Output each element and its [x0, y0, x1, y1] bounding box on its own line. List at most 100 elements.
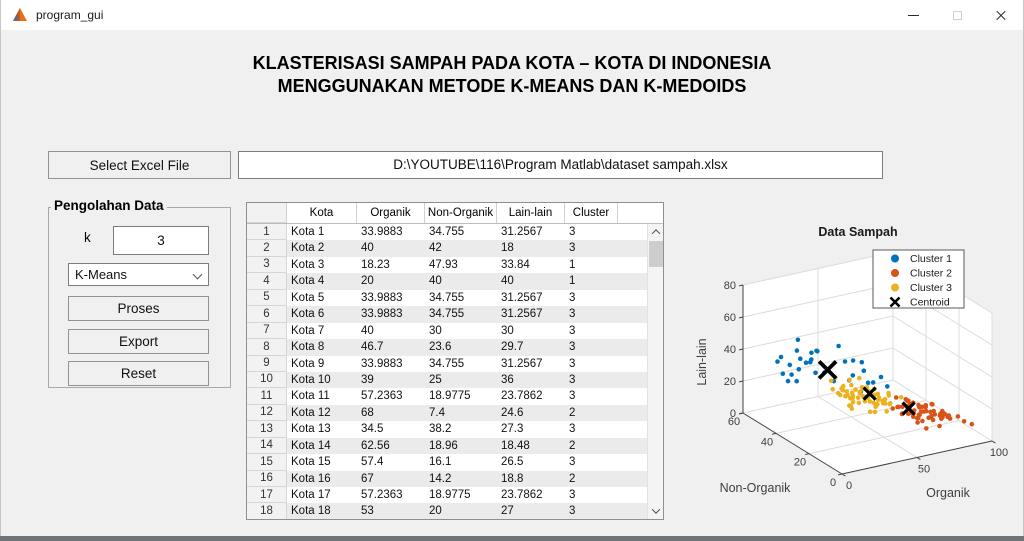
table-cell[interactable]: 16.1: [429, 456, 452, 469]
table-cell[interactable]: 3: [569, 456, 576, 469]
table-cell[interactable]: 2: [565, 437, 618, 455]
table-cell[interactable]: 30: [501, 324, 514, 337]
table-cell[interactable]: 18.48: [497, 437, 565, 455]
table-cell[interactable]: 18.23: [361, 258, 390, 271]
minimize-button[interactable]: [891, 0, 935, 30]
table-cell[interactable]: Kota 13: [291, 423, 331, 436]
close-button[interactable]: [979, 0, 1023, 30]
table-cell[interactable]: 3: [565, 503, 618, 519]
table-row[interactable]: 13 Kota 13 34.5 38.2 27.3 3: [247, 421, 663, 438]
table-cell[interactable]: 34.755: [425, 306, 497, 323]
table-cell[interactable]: 33.9883: [361, 226, 403, 238]
table-row[interactable]: 9 Kota 9 33.9883 34.755 31.2567 3: [247, 355, 663, 372]
table-cell[interactable]: 18.9775: [429, 489, 471, 501]
table-cell[interactable]: Kota 11: [291, 390, 330, 403]
column-header[interactable]: Kota: [287, 203, 357, 223]
table-cell[interactable]: 31.2567: [501, 226, 543, 238]
table-cell[interactable]: 57.2363: [361, 390, 403, 403]
table-row[interactable]: 8 Kota 8 46.7 23.6 29.7 3: [247, 339, 663, 356]
table-row[interactable]: 14 Kota 14 62.56 18.96 18.48 2: [247, 437, 663, 455]
table-cell[interactable]: 40: [497, 273, 565, 290]
table-cell[interactable]: Kota 3: [291, 258, 325, 271]
proses-button[interactable]: Proses: [68, 296, 209, 321]
table-cell[interactable]: Kota 9: [291, 357, 325, 370]
table-cell[interactable]: Kota 12: [287, 404, 357, 422]
table-cell[interactable]: Kota 2: [287, 240, 357, 257]
table-cell[interactable]: 1: [565, 273, 618, 290]
table-cell[interactable]: 18.9775: [429, 390, 471, 403]
table-cell[interactable]: 26.5: [501, 456, 524, 469]
reset-button[interactable]: Reset: [68, 361, 209, 386]
table-cell[interactable]: 34.755: [429, 357, 465, 370]
table-cell[interactable]: Kota 10: [287, 371, 357, 389]
table-row[interactable]: 18 Kota 18 53 20 27 3: [247, 503, 663, 519]
table-row[interactable]: 7 Kota 7 40 30 30 3: [247, 322, 663, 340]
table-cell[interactable]: 40: [357, 240, 425, 257]
table-scrollbar[interactable]: [647, 224, 663, 519]
table-cell[interactable]: 3: [569, 390, 576, 403]
select-excel-file-button[interactable]: Select Excel File: [48, 151, 231, 179]
table-cell[interactable]: Kota 8: [287, 339, 357, 356]
table-cell[interactable]: 18.96: [425, 437, 497, 455]
export-button[interactable]: Export: [68, 329, 209, 354]
table-cell[interactable]: 18: [497, 240, 565, 257]
k-input[interactable]: [113, 226, 209, 255]
table-cell[interactable]: 57.2363: [361, 489, 403, 501]
table-row[interactable]: 4 Kota 4 20 40 40 1: [247, 273, 663, 290]
table-cell[interactable]: 3: [565, 371, 618, 389]
table-cell[interactable]: 14.2: [425, 470, 497, 487]
scrollbar-thumb[interactable]: [649, 241, 663, 267]
table-cell[interactable]: 40: [361, 324, 374, 337]
table-cell[interactable]: 31.2567: [497, 306, 565, 323]
table-cell[interactable]: 23.7862: [501, 489, 543, 501]
table-cell[interactable]: Kota 18: [287, 503, 357, 519]
table-cell[interactable]: 3: [569, 489, 576, 501]
table-row[interactable]: 16 Kota 16 67 14.2 18.8 2: [247, 470, 663, 487]
scroll-down-icon[interactable]: [648, 503, 664, 519]
table-cell[interactable]: 31.2567: [501, 291, 543, 304]
column-header[interactable]: Cluster: [565, 203, 618, 223]
table-row[interactable]: 6 Kota 6 33.9883 34.755 31.2567 3: [247, 306, 663, 323]
table-row[interactable]: 1 Kota 1 33.9883 34.755 31.2567 3: [247, 224, 663, 241]
method-dropdown[interactable]: K-Means: [68, 263, 209, 286]
table-cell[interactable]: 57.4: [361, 456, 384, 469]
table-cell[interactable]: 33.84: [501, 258, 530, 271]
table-cell[interactable]: 1: [569, 258, 576, 271]
table-row[interactable]: 11 Kota 11 57.2363 18.9775 23.7862 3: [247, 388, 663, 405]
table-cell[interactable]: 38.2: [429, 423, 452, 436]
table-cell[interactable]: 23.7862: [501, 390, 543, 403]
table-cell[interactable]: 34.755: [429, 226, 465, 238]
table-row[interactable]: 15 Kota 15 57.4 16.1 26.5 3: [247, 454, 663, 471]
table-cell[interactable]: Kota 17: [291, 489, 331, 501]
table-cell[interactable]: 47.93: [429, 258, 458, 271]
table-cell[interactable]: 34.755: [429, 291, 465, 304]
column-header[interactable]: Organik: [357, 203, 425, 223]
table-cell[interactable]: Kota 14: [287, 437, 357, 455]
table-cell[interactable]: 62.56: [357, 437, 425, 455]
table-cell[interactable]: Kota 7: [291, 324, 325, 337]
table-cell[interactable]: 3: [569, 291, 576, 304]
table-cell[interactable]: 7.4: [425, 404, 497, 422]
table-cell[interactable]: 46.7: [357, 339, 425, 356]
table-cell[interactable]: 34.5: [361, 423, 384, 436]
table-cell[interactable]: 3: [569, 226, 576, 238]
column-header[interactable]: Non-Organik: [425, 203, 497, 223]
table-cell[interactable]: Kota 5: [291, 291, 325, 304]
table-cell[interactable]: Kota 16: [287, 470, 357, 487]
table-cell[interactable]: 25: [425, 371, 497, 389]
table-cell[interactable]: 30: [429, 324, 442, 337]
table-row[interactable]: 5 Kota 5 33.9883 34.755 31.2567 3: [247, 289, 663, 307]
table-cell[interactable]: Kota 1: [291, 226, 325, 238]
table-cell[interactable]: 33.9883: [357, 306, 425, 323]
table-cell[interactable]: 42: [425, 240, 497, 257]
table-cell[interactable]: Kota 6: [287, 306, 357, 323]
table-cell[interactable]: 27.3: [501, 423, 524, 436]
table-cell[interactable]: 18.8: [497, 470, 565, 487]
table-row[interactable]: 12 Kota 12 68 7.4 24.6 2: [247, 404, 663, 422]
table-row[interactable]: 2 Kota 2 40 42 18 3: [247, 240, 663, 257]
table-cell[interactable]: 68: [357, 404, 425, 422]
table-cell[interactable]: Kota 15: [291, 456, 331, 469]
table-cell[interactable]: 67: [357, 470, 425, 487]
table-cell[interactable]: 29.7: [497, 339, 565, 356]
table-cell[interactable]: 2: [565, 470, 618, 487]
